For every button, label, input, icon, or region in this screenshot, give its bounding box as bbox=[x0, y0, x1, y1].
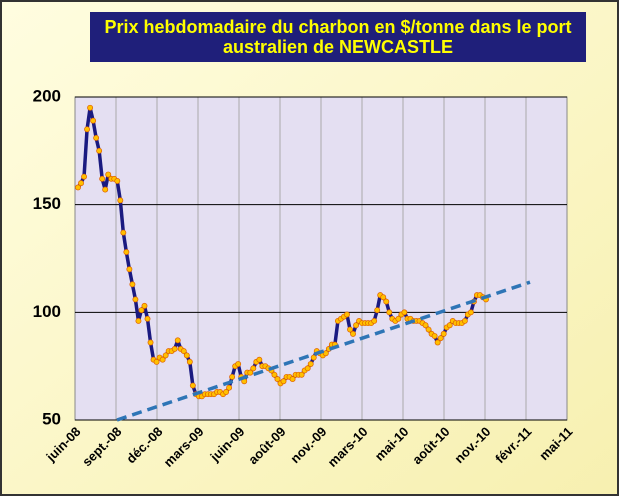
price-point bbox=[75, 184, 81, 191]
price-point bbox=[102, 186, 109, 193]
price-point bbox=[226, 384, 233, 391]
price-point bbox=[153, 358, 160, 365]
chart-title: australien de NEWCASTLE bbox=[223, 37, 453, 57]
price-point bbox=[180, 348, 187, 355]
price-point bbox=[322, 350, 329, 357]
price-point bbox=[247, 369, 254, 376]
price-point bbox=[223, 389, 230, 395]
price-point bbox=[298, 371, 305, 378]
price-point bbox=[380, 294, 387, 301]
y-tick-label: 50 bbox=[42, 409, 61, 428]
price-point bbox=[434, 339, 441, 346]
price-point bbox=[159, 356, 166, 363]
price-point bbox=[371, 317, 378, 324]
chart-title: Prix hebdomadaire du charbon en $/tonne … bbox=[104, 17, 571, 37]
price-point bbox=[344, 311, 350, 318]
price-point bbox=[250, 365, 257, 372]
price-point bbox=[350, 330, 356, 337]
price-point bbox=[461, 317, 468, 324]
price-point bbox=[162, 352, 169, 359]
price-point bbox=[114, 178, 121, 184]
price-point bbox=[353, 322, 359, 329]
price-point bbox=[425, 326, 432, 333]
price-point bbox=[78, 180, 84, 187]
y-tick-label: 200 bbox=[33, 86, 61, 105]
price-point bbox=[431, 333, 438, 339]
y-tick-label: 150 bbox=[33, 194, 61, 213]
price-point bbox=[467, 309, 474, 316]
price-point bbox=[84, 126, 91, 133]
price-point bbox=[310, 354, 317, 361]
price-point bbox=[386, 309, 393, 316]
price-point bbox=[446, 322, 453, 329]
price-point bbox=[141, 302, 148, 309]
price-point bbox=[171, 345, 178, 352]
price-point bbox=[347, 326, 353, 333]
price-point bbox=[422, 322, 429, 329]
price-point bbox=[395, 315, 402, 322]
title-box bbox=[90, 12, 586, 62]
price-point bbox=[289, 376, 296, 383]
price-point bbox=[229, 373, 236, 380]
price-point bbox=[117, 197, 124, 204]
price-point bbox=[123, 249, 130, 255]
price-point bbox=[186, 358, 193, 365]
price-point bbox=[99, 175, 106, 182]
price-point bbox=[256, 356, 263, 363]
price-point bbox=[440, 330, 447, 337]
price-point bbox=[383, 298, 390, 305]
price-point bbox=[374, 307, 381, 314]
price-point bbox=[147, 339, 154, 346]
price-point bbox=[138, 307, 145, 314]
price-point bbox=[105, 171, 112, 178]
price-point bbox=[274, 376, 281, 383]
price-point bbox=[144, 315, 151, 322]
price-point bbox=[401, 309, 408, 316]
price-point bbox=[304, 365, 311, 372]
price-point bbox=[280, 378, 287, 385]
price-point bbox=[90, 117, 97, 124]
trend-line bbox=[116, 280, 531, 422]
price-point bbox=[174, 337, 181, 344]
price-point bbox=[87, 104, 94, 111]
y-tick-label: 100 bbox=[33, 302, 61, 321]
price-point bbox=[307, 361, 314, 367]
price-point bbox=[129, 281, 136, 288]
price-point bbox=[437, 335, 444, 342]
price-point bbox=[126, 266, 133, 273]
price-point bbox=[96, 147, 103, 154]
price-point bbox=[81, 173, 87, 180]
price-point bbox=[183, 352, 190, 359]
price-point bbox=[120, 229, 127, 236]
price-point bbox=[235, 361, 242, 367]
price-point bbox=[93, 134, 100, 141]
price-point bbox=[271, 371, 278, 378]
price-point bbox=[135, 317, 142, 324]
price-point bbox=[189, 382, 196, 389]
price-point bbox=[132, 296, 139, 303]
